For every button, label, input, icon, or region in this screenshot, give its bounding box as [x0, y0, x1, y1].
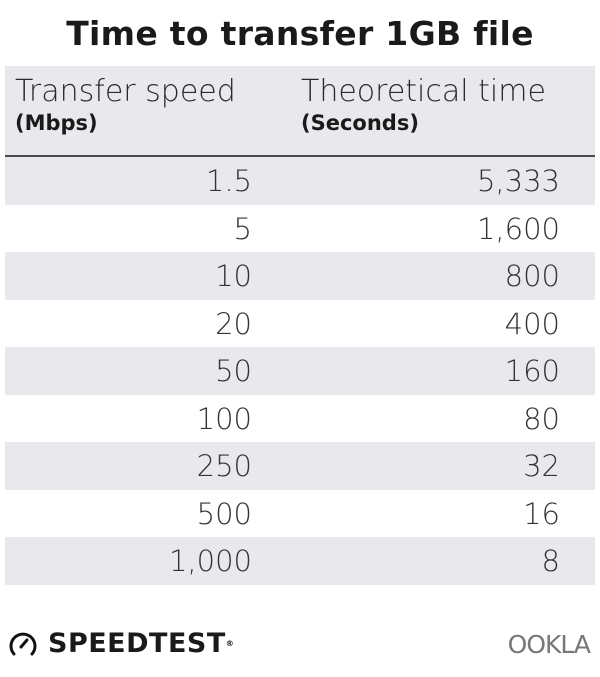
- cell-transfer-speed: 250: [196, 449, 252, 483]
- cell-theoretical-time: 160: [504, 354, 560, 388]
- speedtest-wordmark: SPEEDTEST: [48, 628, 226, 659]
- table-row: 500 16: [5, 490, 595, 538]
- table-row: 20 400: [5, 300, 595, 348]
- cell-transfer-speed: 20: [215, 306, 252, 341]
- table-row: 1.5 5,333: [5, 157, 595, 205]
- header-unit: (Seconds): [301, 111, 419, 135]
- speedtest-logo: SPEEDTEST ®: [8, 628, 234, 659]
- table-row: 50 160: [5, 347, 595, 395]
- ookla-logo: OOKLA: [507, 630, 591, 659]
- table-row: 1,000 8: [5, 537, 595, 585]
- table-row: 5 1,600: [5, 205, 595, 253]
- page-title: Time to transfer 1GB file: [66, 14, 534, 53]
- cell-theoretical-time: 800: [504, 259, 560, 293]
- cell-theoretical-time: 80: [523, 401, 560, 436]
- table-row: 10 800: [5, 252, 595, 300]
- table-row: 250 32: [5, 442, 595, 490]
- header-label: Theoretical time: [301, 74, 546, 109]
- table-row: 100 80: [5, 395, 595, 443]
- header-label: Transfer speed: [15, 74, 236, 109]
- cell-transfer-speed: 10: [215, 259, 252, 293]
- cell-transfer-speed: 500: [196, 496, 252, 531]
- cell-theoretical-time: 16: [523, 496, 560, 531]
- cell-theoretical-time: 5,333: [476, 164, 560, 198]
- cell-transfer-speed: 1,000: [168, 544, 252, 578]
- header-transfer-speed: Transfer speed (Mbps): [15, 74, 236, 135]
- cell-transfer-speed: 1.5: [205, 164, 252, 198]
- gauge-icon: [9, 632, 37, 655]
- cell-theoretical-time: 8: [541, 544, 560, 578]
- cell-transfer-speed: 5: [233, 211, 252, 246]
- table-body: 1.5 5,333 5 1,600 10 800 20 400 50 160 100 80 250 32 5…: [5, 157, 595, 585]
- cell-theoretical-time: 400: [504, 306, 560, 341]
- cell-theoretical-time: 32: [523, 449, 560, 483]
- cell-transfer-speed: 100: [196, 401, 252, 436]
- table-header: Transfer speed (Mbps) Theoretical time (…: [5, 66, 595, 157]
- cell-transfer-speed: 50: [215, 354, 252, 388]
- cell-theoretical-time: 1,600: [476, 211, 560, 246]
- header-theoretical-time: Theoretical time (Seconds): [301, 74, 546, 135]
- transfer-table: Transfer speed (Mbps) Theoretical time (…: [5, 66, 595, 585]
- header-unit: (Mbps): [15, 111, 98, 135]
